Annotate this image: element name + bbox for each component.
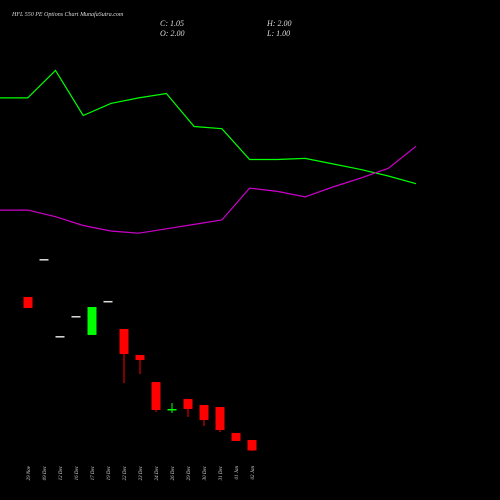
candle-body <box>39 259 49 261</box>
high-info: H: 2.00 <box>266 19 291 28</box>
x-tick-label: 31 Dec <box>219 465 224 480</box>
indicator-line <box>0 69 417 185</box>
candle-body <box>135 354 145 361</box>
x-tick-label: 02 Jan <box>251 466 256 480</box>
candle-body <box>103 300 113 303</box>
low-info: L: 1.00 <box>266 29 290 38</box>
x-tick-label: 26 Dec <box>171 465 176 480</box>
x-tick-label: 23 Dec <box>139 465 144 480</box>
candle-body <box>151 382 161 410</box>
chart-title: HFL 550 PE Options Chart MunafaSutra.com <box>11 11 124 18</box>
candle-body <box>23 297 33 308</box>
candle-body <box>231 432 241 441</box>
candle-body <box>183 398 193 409</box>
x-tick-label: 17 Dec <box>91 465 96 480</box>
x-tick-label: 16 Dec <box>75 465 80 480</box>
x-tick-label: 22 Dec <box>123 465 128 480</box>
x-tick-label: 29 Nov <box>27 465 32 480</box>
candle-body <box>247 440 257 451</box>
x-tick-label: 29 Dec <box>187 465 192 480</box>
close-info: C: 1.05 <box>160 19 184 28</box>
candle-body <box>215 407 225 430</box>
candle-body <box>167 408 177 411</box>
x-tick-label: 24 Dec <box>155 465 160 480</box>
x-tick-label: 19 Dec <box>107 465 112 480</box>
candle-body <box>199 405 209 420</box>
x-tick-label: 01 Jan <box>235 466 240 480</box>
x-tick-label: 30 Dec <box>203 465 208 480</box>
candle-body <box>87 307 97 335</box>
indicator-line <box>0 145 417 234</box>
open-info: O: 2.00 <box>160 29 184 38</box>
x-tick-label: 12 Dec <box>59 465 64 480</box>
candle-body <box>55 336 65 338</box>
x-tick-label: 09 Dec <box>43 465 48 480</box>
candle-body <box>119 329 129 354</box>
candle-body <box>71 316 81 318</box>
